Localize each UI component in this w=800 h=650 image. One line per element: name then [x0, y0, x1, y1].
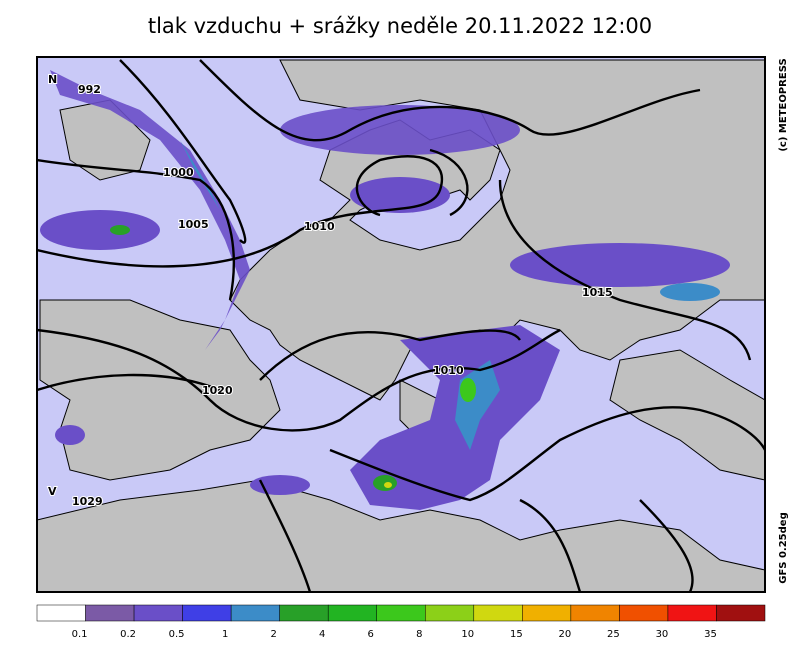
isobar	[37, 158, 235, 301]
legend-swatch	[716, 604, 766, 622]
legend-label: 30	[656, 629, 669, 640]
legend-label: 35	[704, 629, 717, 640]
isobar	[119, 59, 247, 244]
legend-label: 1	[222, 629, 228, 640]
legend-label: 6	[368, 629, 374, 640]
legend-label: 0.2	[120, 629, 136, 640]
isobar-label: 1010	[433, 364, 464, 377]
pressure-center-letter: V	[48, 485, 57, 498]
pressure-center-value: 1029	[72, 495, 103, 508]
isobar	[199, 59, 701, 142]
land	[37, 479, 765, 592]
isobar-label: 1000	[163, 166, 194, 179]
legend-swatch	[133, 604, 183, 622]
isobar-label: 1020	[202, 384, 233, 397]
legend-label: 10	[461, 629, 474, 640]
isobar	[259, 329, 521, 381]
isobar	[498, 179, 752, 361]
legend-swatch	[619, 604, 669, 622]
isobar	[37, 155, 443, 268]
precip	[110, 225, 130, 235]
isobar	[37, 373, 221, 392]
isobar	[429, 148, 469, 217]
legend-label: 4	[319, 629, 325, 640]
isobar	[519, 498, 582, 592]
legend-swatch	[36, 604, 86, 622]
isobar	[329, 406, 765, 502]
isobar	[37, 328, 561, 432]
legend-label: 8	[416, 629, 422, 640]
precip	[50, 70, 250, 350]
legend: 0.1 0.2 0.5 1 2 4 6 8 10 15 20 25 30 35	[36, 604, 766, 640]
isobar-label: 1005	[178, 218, 209, 231]
land	[39, 299, 281, 481]
legend-swatch	[667, 604, 717, 622]
legend-label: 0.5	[169, 629, 185, 640]
precip	[55, 425, 85, 445]
legend-swatch	[376, 604, 426, 622]
legend-swatch	[425, 604, 475, 622]
legend-swatch	[473, 604, 523, 622]
precip	[40, 210, 160, 250]
isobar	[258, 479, 312, 592]
pressure-center-value: 992	[78, 83, 101, 96]
legend-swatch	[570, 604, 620, 622]
pressure-center-letter: N	[48, 73, 57, 86]
precip	[350, 325, 560, 510]
legend-label: 20	[558, 629, 571, 640]
precip	[660, 283, 720, 301]
legend-label: 0.1	[72, 629, 88, 640]
precip	[384, 482, 392, 488]
legend-swatch	[85, 604, 135, 622]
precip	[280, 105, 520, 155]
map-frame	[36, 56, 766, 593]
legend-swatch	[182, 604, 232, 622]
legend-swatch	[279, 604, 329, 622]
precip	[460, 378, 476, 402]
copyright: (c) METEOPRESS	[778, 58, 789, 151]
legend-label: 15	[510, 629, 523, 640]
precip	[373, 475, 397, 491]
map: N 992 V 1029 1000 1005 1010 1015 1010 10…	[37, 57, 765, 592]
precip	[510, 243, 730, 287]
isobar-label: 1010	[304, 220, 335, 233]
isobar-label: 1015	[582, 286, 613, 299]
legend-swatch	[327, 604, 377, 622]
precip	[250, 475, 310, 495]
legend-swatch	[522, 604, 572, 622]
legend-label: 2	[270, 629, 276, 640]
model: GFS 0.25deg	[778, 512, 789, 584]
legend-label: 25	[607, 629, 620, 640]
title: tlak vzduchu + srážky neděle 20.11.2022 …	[148, 14, 652, 38]
isobar	[639, 499, 694, 592]
land	[609, 349, 765, 481]
legend-swatch	[230, 604, 280, 622]
